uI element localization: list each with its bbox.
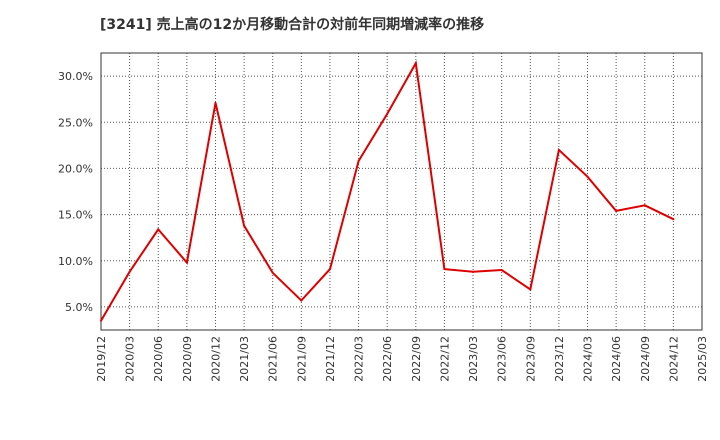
data-point bbox=[386, 112, 389, 115]
x-tick-label: 2019/12 bbox=[95, 336, 108, 382]
x-tick-label: 2022/12 bbox=[438, 336, 451, 382]
data-point bbox=[643, 204, 646, 207]
x-tick-label: 2023/12 bbox=[553, 336, 566, 382]
x-tick-label: 2024/12 bbox=[667, 336, 680, 382]
data-point bbox=[214, 101, 217, 104]
data-point bbox=[185, 261, 188, 264]
data-point bbox=[271, 271, 274, 274]
y-tick-label: 30.0% bbox=[58, 70, 93, 83]
x-tick-label: 2020/03 bbox=[124, 336, 137, 382]
x-tick-label: 2022/09 bbox=[410, 336, 423, 382]
x-tick-label: 2024/06 bbox=[610, 336, 623, 382]
data-point bbox=[443, 268, 446, 271]
y-tick-label: 25.0% bbox=[58, 116, 93, 129]
data-point bbox=[357, 160, 360, 163]
data-point bbox=[243, 224, 246, 227]
x-tick-label: 2024/03 bbox=[582, 336, 595, 382]
y-tick-label: 20.0% bbox=[58, 162, 93, 175]
x-tick-label: 2021/06 bbox=[267, 336, 280, 382]
data-point bbox=[672, 218, 675, 221]
data-point bbox=[300, 299, 303, 302]
x-tick-label: 2021/12 bbox=[324, 336, 337, 382]
x-tick-label: 2020/12 bbox=[209, 336, 222, 382]
x-tick-label: 2020/06 bbox=[152, 336, 165, 382]
y-tick-label: 5.0% bbox=[65, 301, 93, 314]
data-point bbox=[615, 209, 618, 212]
data-point bbox=[128, 270, 131, 273]
x-tick-label: 2023/09 bbox=[524, 336, 537, 382]
data-point bbox=[414, 62, 417, 65]
x-tick-label: 2025/03 bbox=[696, 336, 709, 382]
plot-border bbox=[100, 52, 703, 331]
data-point bbox=[472, 270, 475, 273]
data-point bbox=[586, 175, 589, 178]
data-point bbox=[157, 228, 160, 231]
x-tick-label: 2023/06 bbox=[496, 336, 509, 382]
plot-area bbox=[101, 53, 702, 330]
x-tick-label: 2021/09 bbox=[295, 336, 308, 382]
x-tick-label: 2023/03 bbox=[467, 336, 480, 382]
data-point bbox=[500, 268, 503, 271]
y-tick-label: 15.0% bbox=[58, 209, 93, 222]
x-tick-label: 2022/03 bbox=[353, 336, 366, 382]
data-point bbox=[529, 288, 532, 291]
data-point bbox=[557, 148, 560, 151]
y-tick-label: 10.0% bbox=[58, 255, 93, 268]
x-tick-label: 2020/09 bbox=[181, 336, 194, 382]
data-point bbox=[328, 268, 331, 271]
x-tick-label: 2024/09 bbox=[639, 336, 652, 382]
x-tick-label: 2021/03 bbox=[238, 336, 251, 382]
chart-title: [3241] 売上高の12か月移動合計の対前年同期増減率の推移 bbox=[100, 17, 485, 33]
x-tick-label: 2022/06 bbox=[381, 336, 394, 382]
data-point bbox=[100, 319, 102, 322]
